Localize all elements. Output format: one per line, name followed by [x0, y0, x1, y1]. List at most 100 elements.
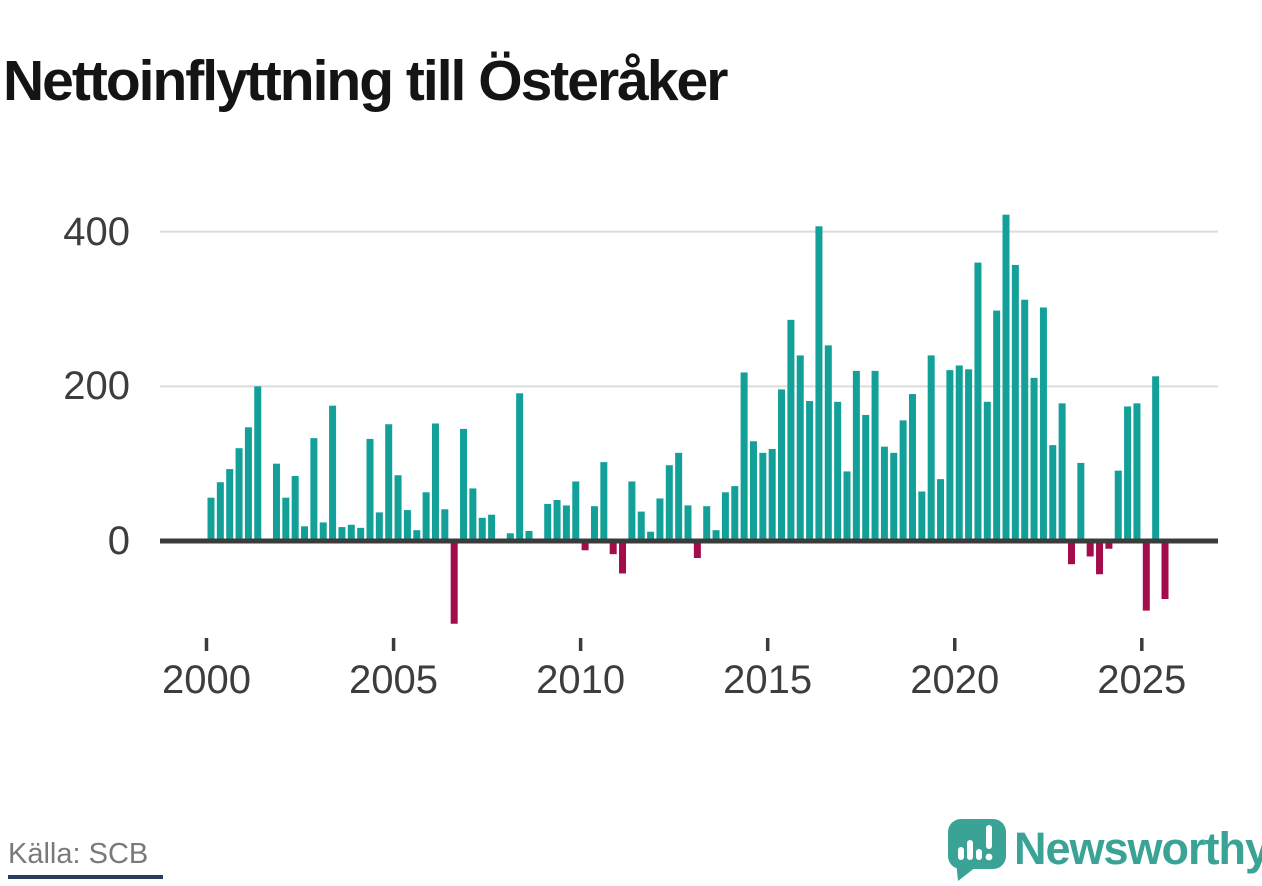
- bar-2021Q2: [1002, 214, 1010, 542]
- newsworthy-speech-bubble-barchart-icon: [948, 819, 1006, 881]
- y-axis-label-0: 0: [107, 519, 130, 563]
- bar-2016Q1: [806, 401, 814, 541]
- bar-2016Q4: [834, 401, 842, 541]
- bar-2010Q4: [609, 541, 617, 555]
- bar-2002Q3: [301, 526, 309, 541]
- bar-2025Q3: [1161, 541, 1169, 599]
- bar-2022Q3: [1049, 445, 1057, 541]
- y-axis-label-200: 200: [63, 364, 130, 409]
- bar-2023Q3: [1086, 541, 1094, 557]
- bar-2017Q2: [852, 370, 860, 541]
- newsworthy-logo: Newsworthy: [946, 815, 1262, 881]
- bar-2008Q1: [506, 533, 514, 541]
- bar-2013Q1: [693, 541, 701, 559]
- footer-strip: [8, 875, 163, 879]
- bar-2007Q2: [478, 517, 486, 541]
- bar-2001Q4: [272, 463, 280, 541]
- logo-bubble-tail: [956, 861, 976, 881]
- bar-2019Q1: [918, 491, 926, 541]
- bar-2025Q1: [1142, 541, 1150, 611]
- bar-2024Q2: [1114, 470, 1122, 541]
- bar-2005Q1: [394, 475, 402, 541]
- x-axis-label-2005: 2005: [349, 658, 439, 702]
- bar-2005Q2: [403, 510, 411, 541]
- logo-exclamation-stem: [986, 825, 992, 849]
- bar-2018Q2: [890, 452, 898, 541]
- bar-2012Q3: [675, 452, 683, 541]
- x-axis-label-2025: 2025: [1097, 658, 1187, 702]
- bar-2015Q2: [778, 389, 786, 541]
- bar-2021Q1: [993, 310, 1001, 541]
- bar-2011Q4: [647, 531, 655, 541]
- bar-2009Q1: [544, 503, 552, 541]
- bar-2011Q2: [628, 481, 636, 541]
- bar-2021Q4: [1021, 299, 1029, 541]
- bar-2012Q2: [665, 465, 673, 541]
- bar-2020Q1: [955, 365, 963, 541]
- bar-2000Q1: [207, 497, 215, 541]
- bar-2010Q2: [590, 506, 598, 541]
- bar-2024Q4: [1133, 403, 1141, 541]
- bar-2004Q2: [366, 438, 374, 541]
- bar-2010Q3: [600, 462, 608, 541]
- x-axis-label-2000: 2000: [162, 658, 251, 702]
- bar-2006Q4: [460, 428, 468, 541]
- bar-2004Q1: [357, 527, 365, 541]
- bar-2009Q4: [572, 481, 580, 541]
- bar-2019Q3: [937, 479, 945, 541]
- bar-2007Q1: [469, 488, 477, 541]
- bar-2016Q3: [824, 345, 832, 541]
- bar-2015Q1: [768, 448, 776, 541]
- bar-2020Q4: [983, 401, 991, 541]
- bar-2004Q3: [375, 512, 383, 541]
- bar-2012Q1: [656, 498, 664, 541]
- bar-2023Q4: [1096, 541, 1104, 575]
- bar-2013Q4: [721, 492, 729, 541]
- bar-2008Q2: [516, 393, 524, 541]
- bar-2013Q2: [703, 506, 711, 541]
- y-axis-label-400: 400: [63, 209, 130, 254]
- bar-2003Q2: [329, 405, 337, 541]
- logo-bar-2: [967, 840, 973, 860]
- source-note: Källa: SCB: [8, 838, 149, 870]
- bar-2000Q3: [226, 469, 234, 541]
- bar-2016Q2: [815, 226, 823, 541]
- bar-2006Q3: [450, 541, 458, 624]
- bar-2006Q1: [431, 423, 439, 541]
- bar-2002Q4: [310, 438, 318, 541]
- bar-2019Q2: [927, 355, 935, 541]
- bar-2017Q3: [862, 414, 870, 541]
- bar-2017Q4: [871, 370, 879, 541]
- bar-2018Q1: [880, 446, 888, 541]
- bar-2019Q4: [946, 370, 954, 541]
- bar-2011Q1: [619, 541, 627, 574]
- bar-2000Q4: [235, 448, 243, 541]
- bar-2005Q4: [422, 492, 430, 541]
- bar-2009Q3: [562, 505, 570, 541]
- bar-2002Q1: [282, 497, 290, 541]
- bar-2002Q2: [291, 476, 299, 541]
- bar-2022Q4: [1058, 403, 1066, 541]
- bar-2010Q1: [581, 541, 589, 551]
- bar-2023Q1: [1067, 541, 1075, 565]
- chart-title: Nettoinflyttning till Österåker: [3, 49, 728, 114]
- logo-exclamation-dot: [985, 853, 993, 861]
- bar-2014Q1: [731, 486, 739, 541]
- bar-2012Q4: [684, 505, 692, 541]
- bar-2003Q4: [347, 524, 355, 541]
- bar-2021Q3: [1011, 264, 1019, 541]
- bar-2001Q2: [254, 386, 262, 541]
- bar-2023Q2: [1077, 462, 1085, 541]
- bar-2025Q2: [1152, 376, 1160, 541]
- x-axis-label-2010: 2010: [536, 658, 626, 702]
- bar-2008Q3: [525, 530, 533, 541]
- bar-2001Q1: [244, 427, 252, 541]
- bar-2015Q4: [796, 355, 804, 541]
- bar-2009Q2: [553, 500, 561, 541]
- x-axis-label-2020: 2020: [910, 658, 1000, 702]
- bar-2003Q1: [319, 522, 327, 541]
- bar-2014Q3: [749, 441, 757, 541]
- bar-2003Q3: [338, 527, 346, 541]
